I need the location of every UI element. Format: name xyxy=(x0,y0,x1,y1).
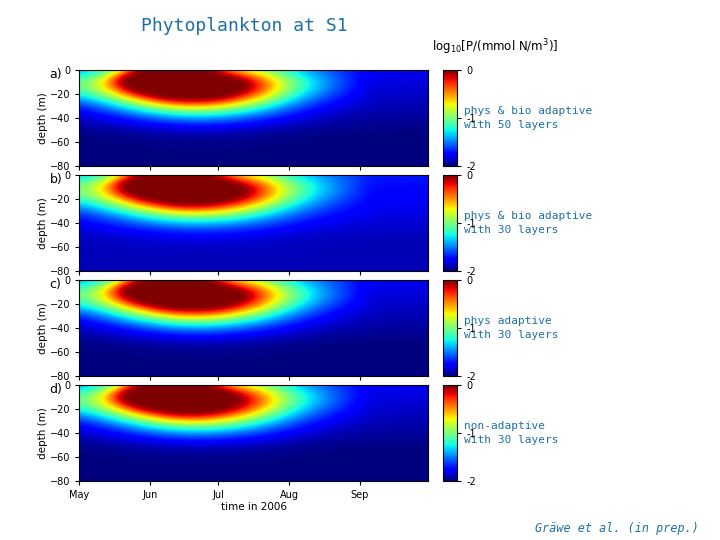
Y-axis label: depth (m): depth (m) xyxy=(38,197,48,249)
Text: a): a) xyxy=(50,68,62,82)
Text: d): d) xyxy=(50,383,63,396)
Y-axis label: depth (m): depth (m) xyxy=(38,302,48,354)
X-axis label: time in 2006: time in 2006 xyxy=(221,502,287,512)
Y-axis label: depth (m): depth (m) xyxy=(38,407,48,459)
Text: Phytoplankton at S1: Phytoplankton at S1 xyxy=(142,17,348,35)
Y-axis label: depth (m): depth (m) xyxy=(38,92,48,144)
Text: c): c) xyxy=(50,278,61,291)
Text: phys & bio adaptive
with 30 layers: phys & bio adaptive with 30 layers xyxy=(464,211,593,235)
Text: log$_{10}$[P/(mmol N/m$^{3}$)]: log$_{10}$[P/(mmol N/m$^{3}$)] xyxy=(432,37,558,57)
Text: b): b) xyxy=(50,173,62,186)
Text: non-adaptive
with 30 layers: non-adaptive with 30 layers xyxy=(464,421,559,445)
Text: phys adaptive
with 30 layers: phys adaptive with 30 layers xyxy=(464,316,559,340)
Text: phys & bio adaptive
with 50 layers: phys & bio adaptive with 50 layers xyxy=(464,106,593,130)
Text: Gräwe et al. (in prep.): Gräwe et al. (in prep.) xyxy=(534,522,698,535)
